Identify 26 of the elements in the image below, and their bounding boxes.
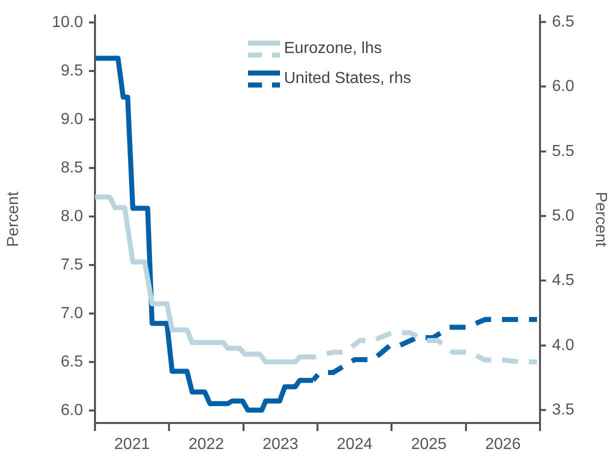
x-tick-label: 2024 xyxy=(336,436,372,454)
y2-tick-label: 5.5 xyxy=(552,142,574,160)
y-tick-label: 6.5 xyxy=(60,353,84,370)
y-tick-label: 9.5 xyxy=(60,62,84,80)
x-tick-label: 2021 xyxy=(114,436,150,454)
y2-axis-title: Percent xyxy=(592,192,609,248)
y-tick-label: 7.0 xyxy=(60,304,84,322)
x-tick-label: 2026 xyxy=(485,436,521,454)
y-tick-label: 8.0 xyxy=(60,208,84,225)
y-tick-label: 6.0 xyxy=(60,402,84,419)
y2-tick-label: 5.0 xyxy=(552,207,574,224)
y2-tick-label: 6.5 xyxy=(552,13,574,30)
y-axis-title: Percent xyxy=(5,191,22,247)
x-tick-label: 2022 xyxy=(188,436,224,454)
y2-tick-label: 6.0 xyxy=(552,78,574,96)
y-tick-label: 7.5 xyxy=(60,256,84,274)
x-tick-label: 2025 xyxy=(410,436,447,454)
legend-label: United States, rhs xyxy=(284,70,412,88)
y2-tick-label: 3.5 xyxy=(552,401,574,418)
y2-tick-label: 4.0 xyxy=(552,336,574,354)
legend-label: Eurozone, lhs xyxy=(284,40,382,58)
y-tick-label: 8.5 xyxy=(60,159,84,176)
x-tick-label: 2023 xyxy=(262,436,298,454)
y-tick-label: 10.0 xyxy=(52,14,84,31)
y-tick-label: 9.0 xyxy=(60,110,84,128)
y2-tick-label: 4.5 xyxy=(552,272,574,290)
